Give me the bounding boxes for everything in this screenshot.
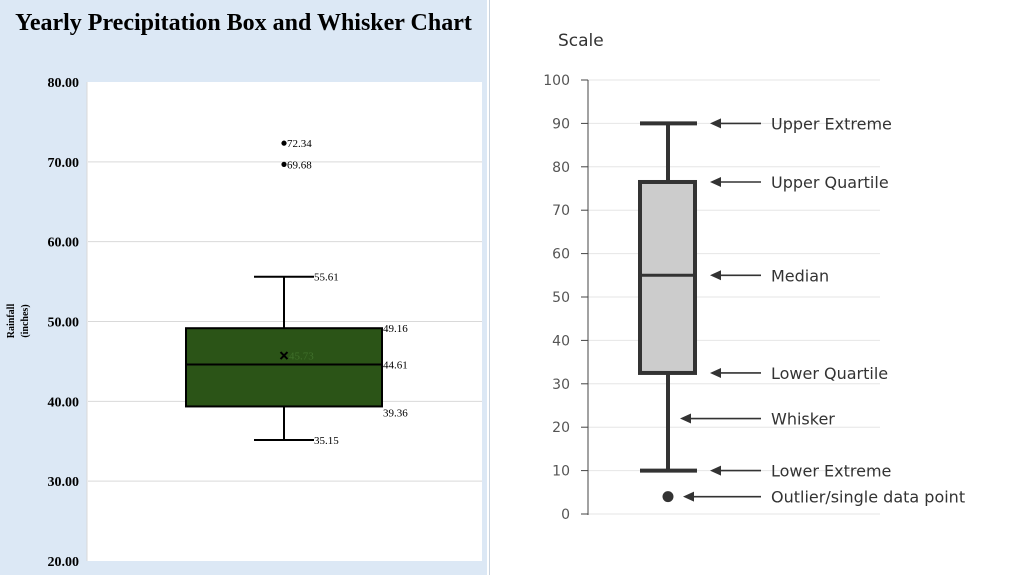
- box-plot-legend-panel: Scale 0 10 20 30 40 50 60 70 80 90 100 Upper Extre…: [489, 0, 1023, 575]
- y-tick-label: 0: [561, 507, 570, 523]
- annotation-label: Upper Quartile: [771, 173, 889, 192]
- y-axis-unit: (inches): [20, 304, 31, 337]
- q3-label: 49.16: [383, 323, 408, 335]
- annotation-arrowhead: [710, 176, 721, 187]
- y-axis-label: Rainfall: [6, 304, 17, 339]
- mean-marker: [279, 351, 289, 360]
- mean-label: 45.73: [289, 351, 314, 363]
- upper-whisker-label: 55.61: [314, 272, 339, 284]
- q1-label: 39.36: [383, 407, 408, 419]
- y-tick-label: 50: [552, 290, 570, 306]
- y-tick-label: 10: [552, 464, 570, 480]
- outlier-point: [281, 161, 287, 167]
- annotation-label: Upper Extreme: [771, 114, 892, 133]
- annotation-arrowhead: [683, 491, 694, 502]
- y-tick-label: 60.00: [48, 236, 80, 251]
- lower-whisker-label: 35.15: [314, 435, 339, 447]
- y-tick-label: 100: [543, 73, 570, 89]
- outlier-point: [662, 491, 674, 503]
- y-tick-label: 50.00: [48, 316, 80, 331]
- annotation-label: Lower Extreme: [771, 462, 891, 481]
- annotation-label: Lower Quartile: [771, 364, 888, 383]
- annotation-label: Median: [771, 266, 829, 285]
- precipitation-box-plot: 20.00 30.00 40.00 50.00 60.00 70.00 80.00 Rain…: [6, 76, 482, 570]
- y-tick-label: 40.00: [48, 395, 80, 410]
- y-tick-label: 20: [552, 420, 570, 436]
- annotation-arrowhead: [710, 118, 721, 129]
- y-tick-label: 40: [552, 333, 570, 349]
- y-tick-label: 70.00: [48, 156, 80, 171]
- interquartile-box: [638, 179, 697, 375]
- y-tick-label: 60: [552, 247, 570, 263]
- y-tick-label: 70: [552, 203, 570, 219]
- box-plot-anatomy-diagram: Scale 0 10 20 30 40 50 60 70 80 90 100 Upper Extre…: [543, 31, 965, 523]
- chart-title: Yearly Precipitation Box and Whisker Cha…: [15, 10, 472, 36]
- y-tick-label: 80.00: [48, 76, 80, 91]
- scale-title: Scale: [558, 31, 604, 51]
- y-tick-label: 30: [552, 377, 570, 393]
- annotation-arrowhead: [710, 367, 721, 378]
- y-tick-label: 90: [552, 116, 570, 132]
- annotation-arrowhead: [680, 413, 691, 424]
- y-tick-label: 20.00: [48, 555, 80, 570]
- annotation-arrowhead: [710, 465, 721, 476]
- y-tick-label: 80: [552, 160, 570, 176]
- median-label: 44.61: [383, 360, 408, 372]
- interquartile-box: [185, 327, 383, 408]
- y-tick-label: 30.00: [48, 475, 80, 490]
- annotation-label: Whisker: [771, 410, 835, 429]
- outlier-point: [281, 140, 287, 146]
- outlier-label: 69.68: [287, 159, 312, 171]
- annotation-label: Outlier/single data point: [771, 488, 965, 507]
- precipitation-chart-panel: Yearly Precipitation Box and Whisker Cha…: [0, 0, 487, 575]
- outlier-label: 72.34: [287, 138, 312, 150]
- annotation-arrowhead: [710, 270, 721, 281]
